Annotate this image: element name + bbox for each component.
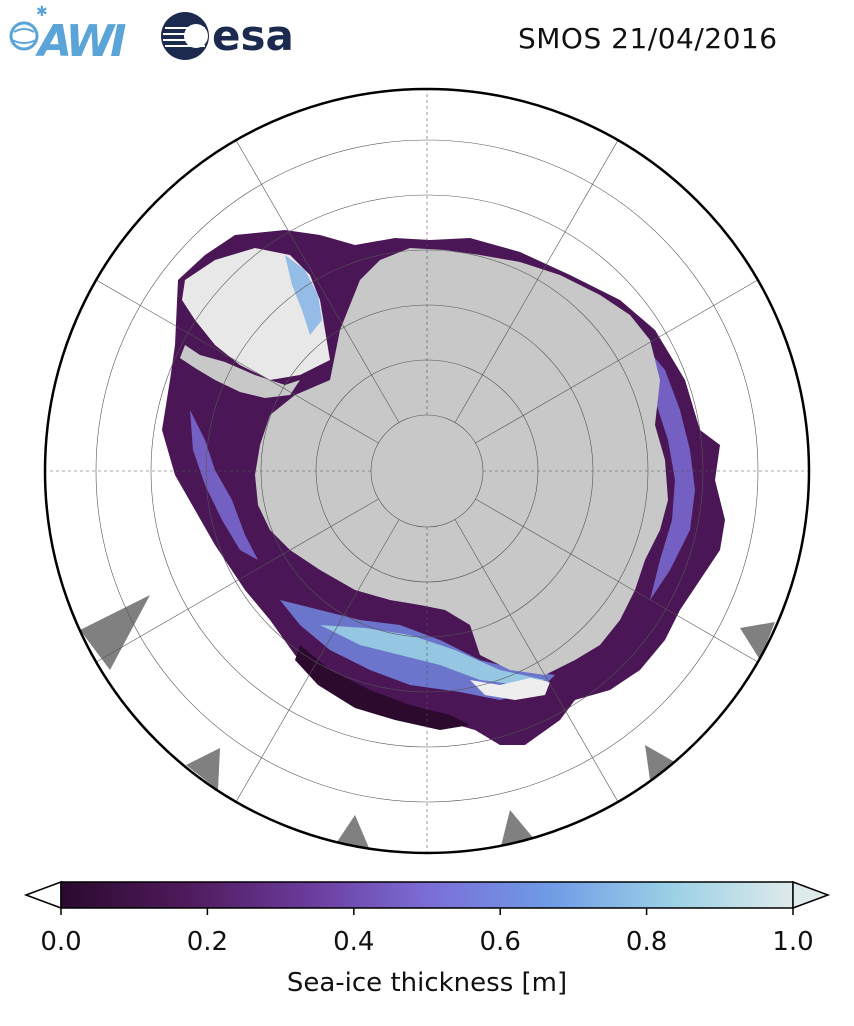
sea-ice-inner-light xyxy=(320,625,545,685)
graticule-parallel xyxy=(150,194,704,748)
map-title: SMOS 21/04/2016 xyxy=(518,22,778,55)
esa-logo-text: esa xyxy=(212,11,294,60)
graticule-meridian xyxy=(235,140,400,423)
colorbar-extend-high xyxy=(792,880,831,910)
colorbar-tick-label: 0.0 xyxy=(40,927,81,957)
colorbar-tick-label: 1.0 xyxy=(772,927,813,957)
ice-shelf-ross xyxy=(470,678,550,700)
colorbar-tick-label: 0.4 xyxy=(333,927,374,957)
graticule-meridian xyxy=(475,498,758,663)
colorbar-tick-label: 0.6 xyxy=(480,927,521,957)
graticule-meridian xyxy=(454,519,619,802)
sea-ice-east-blue xyxy=(640,340,695,600)
colorbar-tick-label: 0.8 xyxy=(626,927,667,957)
svg-text:✱: ✱ xyxy=(36,4,48,20)
colorbar: 0.0 0.2 0.4 0.6 0.8 1.0 Sea-ice thickness [m] xyxy=(23,880,831,998)
graticule xyxy=(45,89,809,853)
graticule-meridian xyxy=(96,279,379,444)
awi-logo-text: AWI xyxy=(35,16,126,67)
map-boundary xyxy=(43,87,811,855)
graticule-meridian xyxy=(235,519,400,802)
sea-ice-edge-dark xyxy=(295,645,470,730)
no-data-wedge xyxy=(80,595,150,670)
graticule-meridian xyxy=(96,498,379,663)
awi-logo-icon: ✱ AWI xyxy=(9,4,130,67)
colorbar-gradient xyxy=(60,881,794,909)
polar-map[interactable] xyxy=(0,80,854,870)
graticule-meridian xyxy=(475,279,758,444)
antarctic-peninsula xyxy=(180,345,300,398)
no-data-wedge xyxy=(186,748,220,790)
sea-ice-weddell-blue xyxy=(285,255,322,335)
colorbar-extend-low xyxy=(23,880,62,910)
antarctica-land xyxy=(255,248,668,675)
colorbar-label: Sea-ice thickness [m] xyxy=(287,968,567,998)
logo-bar: ✱ AWI esa xyxy=(9,4,294,67)
no-data-wedge xyxy=(645,745,680,780)
graticule-parallel xyxy=(95,139,759,803)
esa-logo-icon: esa xyxy=(161,11,294,60)
graticule-meridian xyxy=(454,140,619,423)
colorbar-tick-label: 0.2 xyxy=(187,927,228,957)
no-data-wedge xyxy=(740,622,775,660)
